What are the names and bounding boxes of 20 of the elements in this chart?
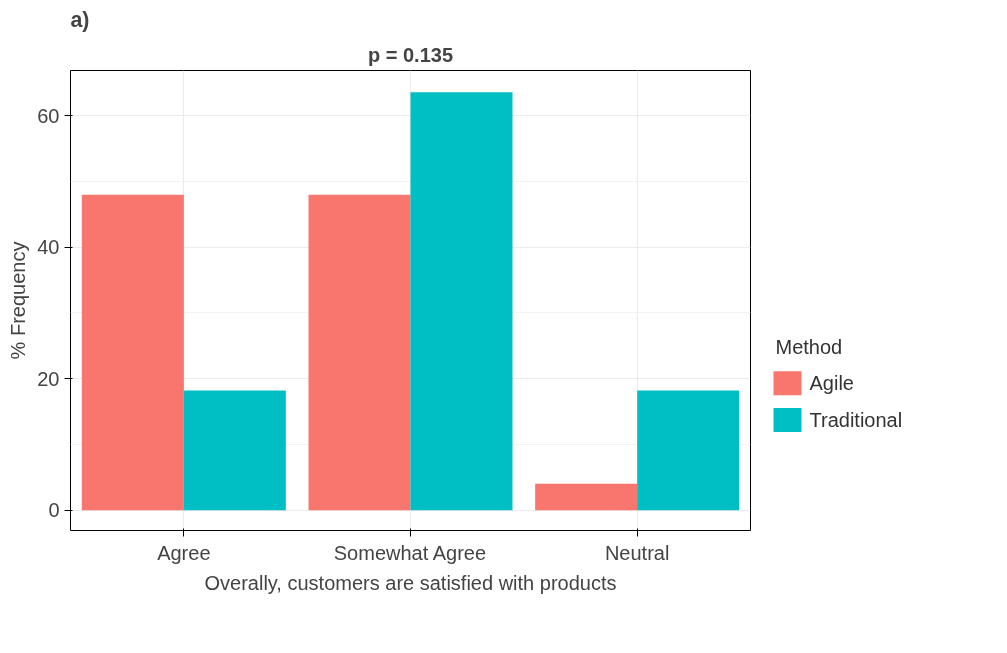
bar xyxy=(183,390,286,511)
chart-title: a) xyxy=(70,7,90,32)
text: p = 0.135 xyxy=(367,43,454,66)
legend-label: Traditional xyxy=(809,409,903,432)
y-tick-label: 0 xyxy=(48,499,60,522)
y-axis-title: % Frequency xyxy=(7,241,30,360)
y-tick-label: 60 xyxy=(37,104,60,127)
x-tick-label: Somewhat Agree xyxy=(333,541,487,564)
bar xyxy=(535,483,638,511)
bar xyxy=(410,92,513,511)
legend-title: Method xyxy=(775,335,843,358)
y-tick-label: 20 xyxy=(37,367,60,390)
bar xyxy=(637,390,740,511)
x-tick-label: Agree xyxy=(157,541,211,564)
legend-label: Agile xyxy=(809,372,854,395)
x-tick-label: Neutral xyxy=(604,541,670,564)
bar xyxy=(308,194,411,511)
x-axis-title: Overally, customers are satisfied with products xyxy=(204,571,617,594)
y-tick-label: 40 xyxy=(37,236,60,259)
bar xyxy=(81,194,184,511)
